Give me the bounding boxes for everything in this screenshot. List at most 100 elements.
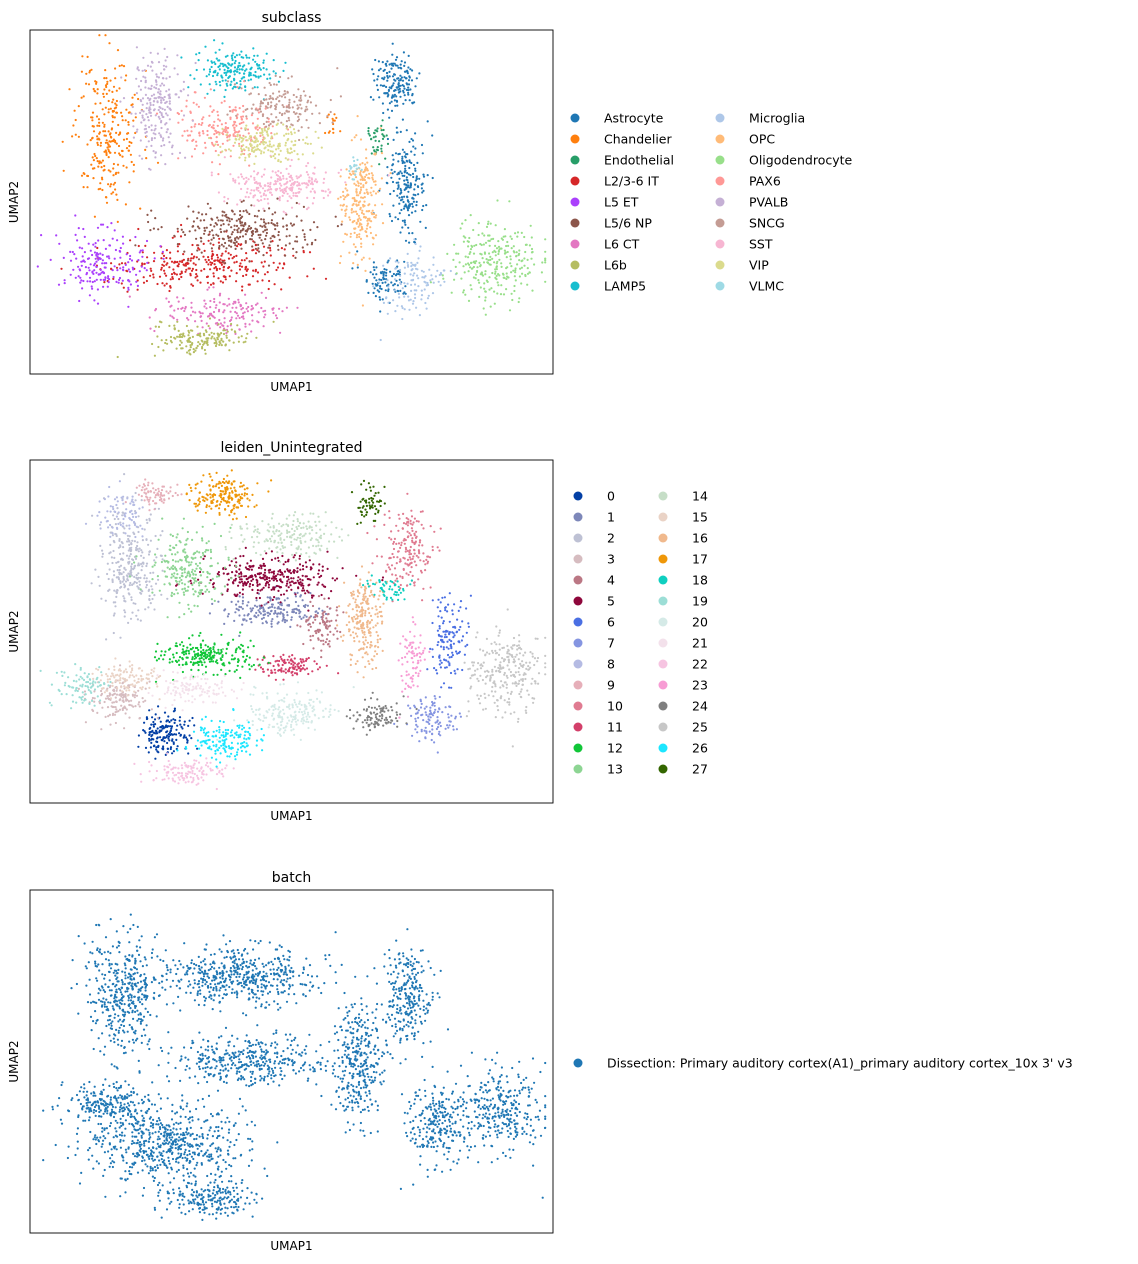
data-point: [406, 83, 409, 86]
data-point: [114, 141, 117, 144]
data-point: [259, 612, 262, 615]
data-point: [122, 65, 126, 68]
data-point: [262, 265, 265, 268]
data-point: [232, 241, 235, 244]
data-point: [226, 304, 229, 307]
data-point: [407, 83, 411, 86]
data-point: [137, 703, 140, 706]
data-point: [245, 619, 248, 622]
data-point: [159, 245, 162, 248]
data-point: [189, 353, 192, 356]
data-point: [135, 546, 138, 550]
data-point: [234, 332, 237, 335]
data-point: [121, 119, 124, 122]
data-point: [130, 160, 133, 164]
data-point: [493, 261, 496, 264]
data-point: [253, 214, 256, 218]
data-point: [256, 128, 259, 131]
data-point: [127, 621, 130, 625]
data-point: [276, 96, 279, 99]
data-point: [115, 710, 118, 713]
data-point: [404, 292, 407, 295]
data-point: [460, 639, 463, 642]
data-point: [93, 690, 96, 693]
data-point: [103, 281, 106, 284]
data-point: [421, 191, 424, 194]
data-point: [432, 263, 435, 266]
data-point: [259, 102, 262, 105]
data-point: [137, 550, 140, 553]
data-point: [393, 73, 396, 76]
data-point: [118, 64, 121, 67]
data-point: [98, 257, 101, 260]
data-point: [332, 131, 335, 134]
legend-marker: [715, 113, 725, 123]
data-point: [382, 273, 385, 276]
data-point: [308, 616, 311, 619]
data-point: [128, 140, 131, 144]
data-point: [143, 262, 146, 265]
data-point: [119, 552, 122, 556]
data-point: [142, 561, 145, 564]
data-point: [257, 311, 260, 314]
data-point: [482, 261, 486, 264]
data-point: [211, 74, 215, 78]
data-point: [250, 574, 253, 577]
data-point: [374, 192, 378, 195]
data-point: [156, 101, 159, 104]
data-point: [165, 112, 168, 115]
data-point: [366, 191, 369, 194]
data-point: [217, 323, 220, 326]
data-point: [267, 601, 270, 604]
data-point: [271, 213, 274, 216]
data-point: [152, 93, 156, 96]
data-point: [231, 257, 234, 260]
data-point: [268, 579, 271, 583]
data-point: [294, 256, 297, 259]
data-point: [297, 115, 300, 118]
data-point: [96, 160, 99, 163]
data-point: [114, 605, 117, 608]
data-point: [149, 274, 152, 277]
data-point: [398, 79, 401, 82]
data-point: [271, 618, 274, 621]
data-point: [139, 139, 142, 142]
data-point: [381, 281, 384, 284]
data-point: [96, 246, 99, 250]
data-point: [480, 243, 483, 247]
data-point: [240, 335, 243, 338]
data-point: [158, 92, 161, 95]
data-point: [312, 221, 316, 224]
data-point: [261, 606, 265, 609]
data-point: [111, 109, 114, 113]
data-point: [113, 612, 116, 615]
legend-marker: [570, 155, 580, 165]
data-point: [202, 343, 205, 346]
data-point: [475, 243, 478, 247]
data-point: [173, 327, 176, 330]
data-point: [288, 276, 291, 279]
data-point: [107, 697, 110, 700]
data-point: [134, 235, 137, 239]
data-point: [240, 56, 243, 59]
data-point: [104, 69, 107, 72]
data-point: [331, 117, 334, 120]
data-point: [261, 225, 264, 228]
data-point: [388, 116, 391, 119]
data-point: [217, 118, 220, 121]
data-point: [151, 716, 154, 719]
data-point: [227, 76, 230, 80]
data-point: [83, 260, 86, 263]
data-point: [115, 131, 118, 134]
data-point: [254, 252, 258, 255]
data-point: [184, 307, 187, 310]
data-point: [398, 202, 401, 205]
data-point: [393, 99, 396, 102]
data-point: [99, 544, 102, 548]
data-point: [98, 131, 101, 134]
data-point: [248, 568, 251, 571]
data-point: [249, 74, 252, 77]
data-point: [376, 78, 379, 81]
data-point: [156, 727, 159, 730]
data-point: [205, 226, 208, 229]
